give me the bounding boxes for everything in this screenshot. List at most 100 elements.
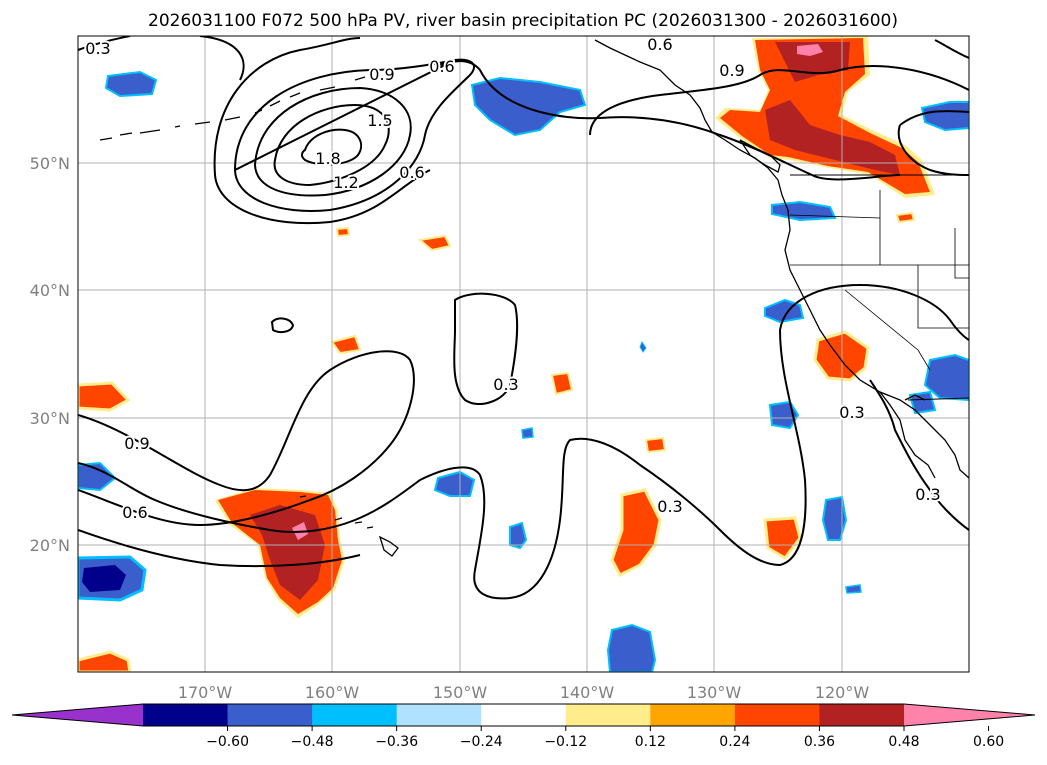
- colorbar-tick-label: −0.24: [460, 734, 503, 750]
- pv-label: 0.3: [839, 403, 864, 422]
- precip-negative-socal: [923, 353, 969, 402]
- lon-tick-label: 120°W: [815, 683, 870, 702]
- pv-contour-0.3-middle: [453, 292, 519, 405]
- colorbar-segment: [312, 704, 398, 726]
- pv-contour-small-loop: [270, 317, 295, 334]
- lon-tick-label: 170°W: [178, 683, 233, 702]
- precip-positive-small-1: [417, 234, 452, 252]
- pv-label: 0.6: [429, 57, 454, 76]
- colorbar-segment: [819, 704, 905, 726]
- pv-contour-labels: 0.3 0.9 0.6 1.5 1.8 1.2 0.6 0.9 0.6 0.3 …: [83, 35, 942, 524]
- colorbar-segment: [227, 704, 313, 726]
- precip-negative-small-2: [845, 584, 862, 594]
- pv-label: 0.6: [399, 163, 424, 182]
- precip-negative-southeast: [821, 495, 848, 541]
- lon-tick-label: 140°W: [560, 683, 615, 702]
- colorbar-tick-label: 0.36: [804, 734, 835, 750]
- map-title: 2026031100 F072 500 hPa PV, river basin …: [148, 11, 898, 31]
- precip-negative-small-3: [639, 340, 647, 353]
- pv-label: 1.8: [315, 149, 340, 168]
- pv-label: 0.6: [647, 35, 672, 54]
- precip-positive-pacific-northwest-pink: [797, 44, 823, 56]
- precip-negative-small-1: [521, 427, 534, 439]
- lat-tick-label: 20°N: [30, 536, 70, 555]
- border-states: [789, 190, 969, 371]
- colorbar-extend-max: [904, 704, 1035, 726]
- colorbar: −0.60 −0.48 −0.36 −0.24 −0.12 0.12 0.24 0.36 0.4…: [11, 703, 1036, 750]
- pv-label: 0.3: [657, 497, 682, 516]
- pv-contour-0.6-north: [213, 37, 901, 225]
- pv-label: 0.3: [85, 39, 110, 58]
- colorbar-segment: [650, 704, 736, 726]
- lon-tick-label: 150°W: [433, 683, 488, 702]
- colorbar-tick-label: 0.12: [635, 734, 666, 750]
- coastline-baja: [879, 391, 936, 479]
- colorbar-outline: [11, 703, 1036, 727]
- lat-tick-labels: 50°N 40°N 30°N 20°N: [30, 154, 70, 555]
- lon-tick-label: 130°W: [687, 683, 742, 702]
- colorbar-tick-label: 0.60: [973, 734, 1004, 750]
- pv-contour-0.6-west: [78, 283, 969, 600]
- pv-contour-0.9-west: [78, 350, 415, 527]
- colorbar-tick-label: −0.48: [291, 734, 334, 750]
- precip-positive-small-6: [335, 226, 351, 238]
- pv-contour-1.8: [301, 128, 363, 166]
- precip-positive-small-2: [330, 334, 362, 355]
- precip-negative-central-2: [509, 521, 528, 550]
- precip-shading: [78, 36, 969, 672]
- colorbar-tick-label: 0.48: [888, 734, 919, 750]
- precip-positive-east: [763, 516, 802, 560]
- colorbar-tick-label: −0.36: [375, 734, 418, 750]
- colorbar-extend-min: [12, 704, 143, 726]
- colorbar-segment: [143, 704, 229, 726]
- precip-negative-northeast: [920, 101, 969, 132]
- colorbar-tick-label: −0.12: [544, 734, 587, 750]
- pv-contour-0.3-north: [78, 36, 245, 81]
- map-frame: [77, 35, 970, 673]
- map-layers: 0.3 0.9 0.6 1.5 1.8 1.2 0.6 0.9 0.6 0.3 …: [78, 35, 969, 672]
- precip-negative-northwest: [104, 70, 158, 98]
- pv-contour-0.3-northeast: [934, 39, 969, 59]
- precip-negative-south: [606, 623, 657, 672]
- pv-label: 0.3: [493, 375, 518, 394]
- precip-negative-oregon: [771, 200, 837, 222]
- pv-label: 0.3: [915, 485, 940, 504]
- precip-positive-small-5: [895, 211, 916, 224]
- pv-label: 1.5: [367, 111, 392, 130]
- precip-positive-west-edge: [78, 381, 131, 412]
- colorbar-tick-label: 0.24: [719, 734, 750, 750]
- pv-contours: [78, 36, 969, 600]
- precip-positive-pacific-northwest-red: [765, 42, 900, 175]
- precip-negative-socal-2: [908, 390, 937, 415]
- lat-tick-label: 50°N: [30, 154, 70, 173]
- colorbar-segment: [396, 704, 482, 726]
- lat-tick-label: 30°N: [30, 409, 70, 428]
- graticule: [78, 36, 969, 672]
- colorbar-segment: [565, 704, 651, 726]
- coastline-hawaii-chain: [299, 495, 399, 557]
- pv-contour-0.6-northeast: [897, 110, 969, 176]
- pv-contour-1.2: [253, 86, 412, 197]
- border-us-mexico: [907, 397, 969, 401]
- colorbar-tick-label: −0.60: [206, 734, 249, 750]
- pv-contour-1.5: [273, 103, 390, 187]
- pv-label: 0.9: [124, 434, 149, 453]
- lon-tick-label: 160°W: [305, 683, 360, 702]
- colorbar-segment: [734, 704, 820, 726]
- precip-negative-west-1: [78, 461, 117, 492]
- pv-contour-0.3-southwest: [78, 529, 361, 568]
- lon-tick-labels: 170°W 160°W 150°W 140°W 130°W 120°W: [178, 683, 870, 702]
- pv-contour-0.9-north: [233, 58, 475, 212]
- precip-positive-small-4: [644, 436, 667, 454]
- lat-tick-label: 40°N: [30, 281, 70, 300]
- colorbar-segment: [481, 704, 567, 726]
- pv-contour-0.3-east: [869, 379, 969, 531]
- pv-label: 0.9: [369, 65, 394, 84]
- precip-positive-sw-corner: [78, 650, 132, 672]
- pv-label: 1.2: [333, 173, 358, 192]
- pv-label: 0.6: [122, 503, 147, 522]
- precip-negative-west-2-core: [82, 565, 126, 592]
- precip-positive-small-3: [550, 371, 574, 396]
- pv-contour-0.9-east: [589, 65, 969, 136]
